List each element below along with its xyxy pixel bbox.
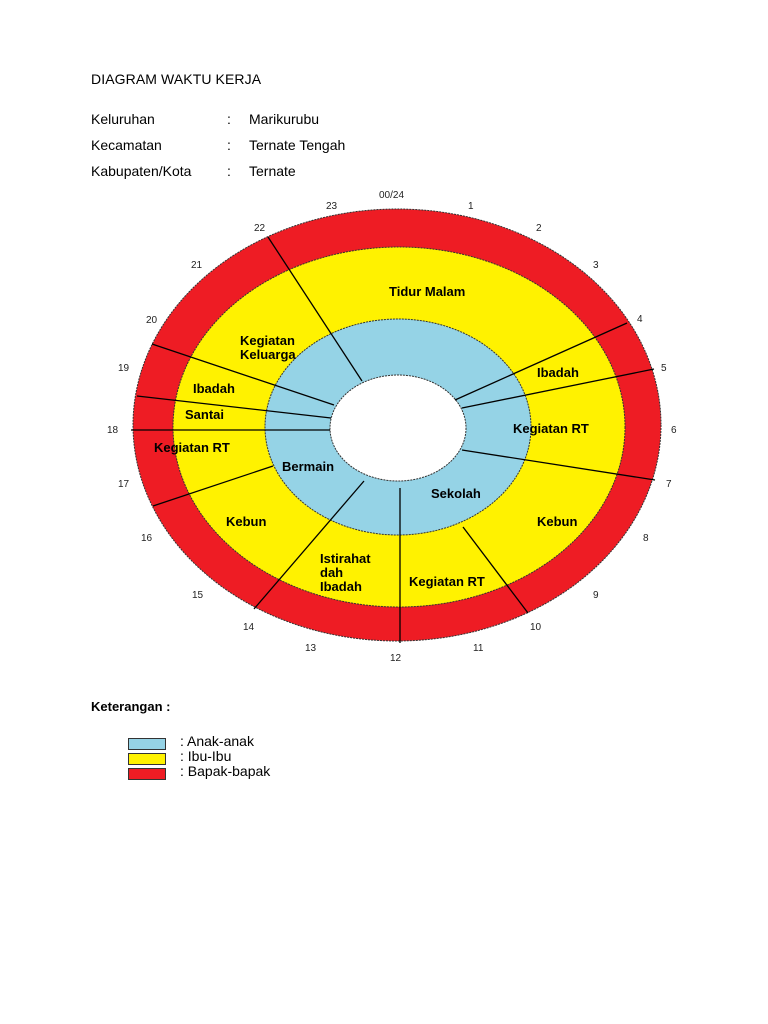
divider-10: [462, 526, 529, 614]
segment-label-kebun-siang: Kebun: [537, 514, 578, 529]
hour-label: 9: [593, 590, 599, 601]
segment-label-kegiatan-rt-pagi: Kegiatan RT: [513, 421, 589, 436]
divider-17: [152, 465, 274, 507]
legend-swatch-anak: [128, 738, 166, 750]
hour-label: 21: [191, 260, 203, 271]
segment-label-line: Istirahat: [320, 551, 371, 566]
segment-label-ibadah-pagi: Ibadah: [537, 365, 579, 380]
ibu-segment-labels: Tidur Malam Ibadah Kegiatan RT Kebun Keg…: [154, 284, 589, 594]
info-colon: :: [227, 137, 231, 153]
hour-label: 15: [192, 590, 204, 601]
info-label: Keluruhan: [91, 111, 155, 127]
hour-label: 11: [473, 643, 484, 654]
legend-title: Keterangan :: [91, 699, 171, 714]
segment-label-sekolah: Sekolah: [431, 486, 481, 501]
info-label: Kabupaten/Kota: [91, 163, 192, 179]
segment-label-tidur-malam: Tidur Malam: [389, 284, 465, 299]
divider-22: [267, 236, 363, 382]
hour-label: 20: [146, 315, 158, 326]
hour-label: 22: [254, 223, 266, 234]
hour-label: 00/24: [379, 190, 404, 201]
hour-label: 2: [536, 223, 542, 234]
info-label: Kecamatan: [91, 137, 162, 153]
info-value: Ternate: [249, 163, 296, 179]
segment-label-kegiatan-keluarga: Kegiatan Keluarga: [240, 333, 299, 362]
segment-label-line: Keluarga: [240, 347, 296, 362]
hour-label: 3: [593, 260, 599, 271]
info-colon: :: [227, 163, 231, 179]
legend-swatch-bapak: [128, 768, 166, 780]
segment-label-line: Ibadah: [320, 579, 362, 594]
ring-hole: [329, 374, 467, 482]
hour-label: 13: [305, 643, 317, 654]
info-value: Ternate Tengah: [249, 137, 346, 153]
segment-label-line: Kegiatan: [240, 333, 295, 348]
hour-label: 5: [661, 363, 667, 374]
hour-label: 7: [666, 479, 672, 490]
legend-swatch-ibu: [128, 753, 166, 765]
legend-label: : Bapak-bapak: [180, 763, 271, 779]
legend-label: : Ibu-Ibu: [180, 748, 232, 764]
divider-20: [151, 343, 335, 406]
hour-label: 18: [107, 425, 119, 436]
division-lines: [131, 236, 656, 643]
hour-label: 4: [637, 314, 643, 325]
hour-label: 14: [243, 622, 255, 633]
segment-label-bermain: Bermain: [282, 459, 334, 474]
segment-label-line: dah: [320, 565, 343, 580]
hour-label: 12: [390, 653, 402, 664]
divider-19: [136, 395, 332, 419]
divider-14: [253, 480, 365, 610]
page-title: DIAGRAM WAKTU KERJA: [91, 71, 262, 87]
anak-segment-labels: Bermain Sekolah: [282, 459, 481, 501]
segment-label-ibadah-malam: Ibadah: [193, 381, 235, 396]
divider-5: [461, 368, 655, 409]
segment-label-istirahat: Istirahat dah Ibadah: [320, 551, 374, 594]
hour-label: 8: [643, 533, 649, 544]
hour-labels: 00/24 1 2 3 4 5 6 7 8 9 10 11 12 13 14 1…: [107, 190, 677, 664]
hour-label: 23: [326, 201, 338, 212]
info-value: Marikurubu: [249, 111, 320, 127]
hour-label: 1: [468, 201, 474, 212]
hour-label: 16: [141, 533, 153, 544]
segment-label-kegiatan-rt-siang: Kegiatan RT: [409, 574, 485, 589]
segment-label-santai: Santai: [185, 407, 224, 422]
divider-4: [454, 322, 628, 401]
segment-label-kebun-sore: Kebun: [226, 514, 267, 529]
hour-label: 19: [118, 363, 130, 374]
hour-label: 10: [530, 622, 542, 633]
info-colon: :: [227, 111, 231, 127]
legend-label: : Anak-anak: [180, 733, 254, 749]
hour-label: 6: [671, 425, 677, 436]
hour-label: 17: [118, 479, 130, 490]
segment-label-kegiatan-rt-sore: Kegiatan RT: [154, 440, 230, 455]
divider-7: [461, 449, 656, 481]
